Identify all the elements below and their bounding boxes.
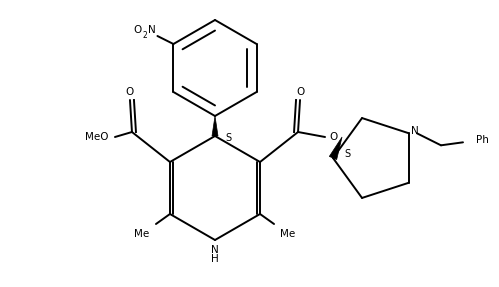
Text: S: S (344, 149, 350, 159)
Text: N: N (211, 245, 219, 255)
Text: 2: 2 (142, 30, 147, 40)
Text: Me: Me (134, 229, 150, 239)
Text: Ph: Ph (476, 135, 489, 145)
Text: O: O (126, 87, 134, 97)
Text: Me: Me (280, 229, 296, 239)
Polygon shape (329, 137, 342, 160)
Text: N: N (148, 25, 155, 35)
Text: S: S (225, 133, 231, 143)
Text: O: O (329, 132, 337, 142)
Text: O: O (296, 87, 304, 97)
Text: O: O (133, 25, 142, 35)
Text: N: N (411, 126, 419, 136)
Text: MeO: MeO (85, 132, 109, 142)
Polygon shape (212, 116, 218, 136)
Text: H: H (211, 254, 219, 264)
